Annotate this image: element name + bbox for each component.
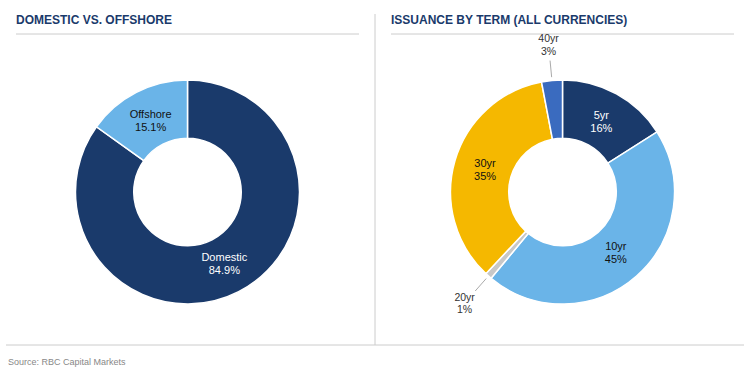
- slice: [96, 80, 187, 161]
- title-rule: [391, 34, 734, 35]
- data-label: 16%: [590, 122, 612, 134]
- slice: [542, 80, 563, 139]
- separator: [375, 14, 376, 345]
- data-label: 35%: [474, 170, 496, 182]
- category-label: 30yr: [474, 157, 496, 169]
- data-label: 84.9%: [209, 264, 240, 276]
- category-label: 20yr: [454, 291, 475, 303]
- panel: ISSUANCE BY TERM (ALL CURRENCIES) 5yr16% 1…: [391, 13, 734, 315]
- title-rule: [16, 34, 359, 35]
- leader-line: [475, 279, 486, 291]
- title: DOMESTIC VS. OFFSHORE: [16, 13, 172, 27]
- slice: [450, 82, 552, 274]
- bottom-rule: [6, 345, 744, 346]
- data-label: 3%: [541, 45, 556, 57]
- title: ISSUANCE BY TERM (ALL CURRENCIES): [391, 13, 627, 27]
- wedges: [450, 80, 674, 304]
- data-labels: Domestic84.9% Offshore15.1%: [130, 108, 248, 277]
- data-labels: 5yr16% 10yr45% 20yr1% 30yr35% 40yr3%: [454, 32, 627, 315]
- leader-line: [550, 61, 552, 78]
- chart-root: DOMESTIC VS. OFFSHORE Domestic84.9% Offsho…: [0, 0, 750, 375]
- background: [0, 0, 750, 375]
- category-label: Domestic: [201, 251, 247, 263]
- data-label: 1%: [457, 303, 472, 315]
- data-label: 45%: [605, 253, 627, 265]
- category-label: 5yr: [594, 109, 610, 121]
- category-label: Offshore: [130, 108, 172, 120]
- figure: DOMESTIC VS. OFFSHORE Domestic84.9% Offsho…: [0, 0, 750, 375]
- slice: [75, 80, 299, 304]
- annotation: Source: RBC Capital Markets: [8, 357, 126, 367]
- category-label: 40yr: [538, 32, 559, 44]
- wedges: [75, 80, 299, 304]
- data-label: 15.1%: [135, 121, 166, 133]
- panel: DOMESTIC VS. OFFSHORE Domestic84.9% Offsho…: [16, 13, 359, 304]
- category-label: 10yr: [605, 240, 627, 252]
